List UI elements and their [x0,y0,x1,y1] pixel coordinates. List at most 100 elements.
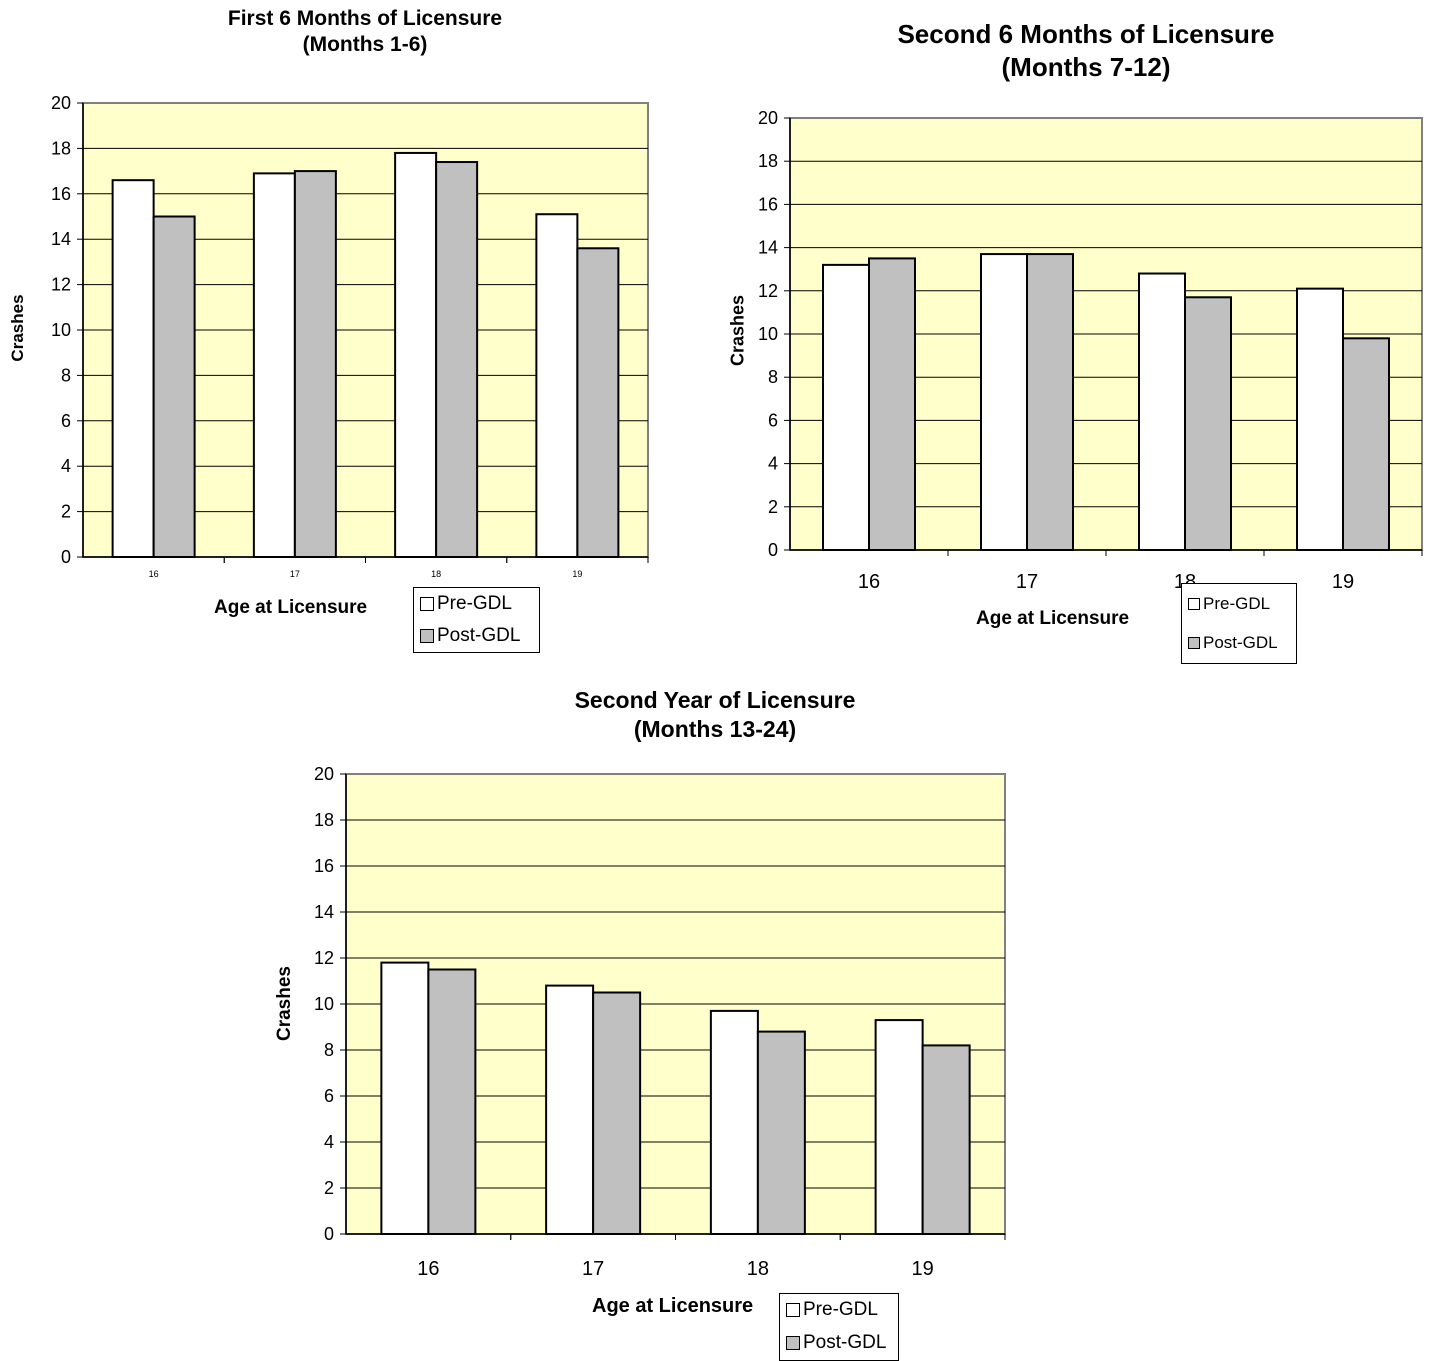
bar-post-gdl [427,968,477,1235]
bar-post-gdl [868,257,916,551]
x-tick-label: 18 [431,569,441,579]
x-axis-label: Age at Licensure [214,597,368,618]
bar-pre-gdl [1138,272,1186,551]
y-tick-label: 4 [61,456,71,476]
legend-item-pre-gdl: Pre-GDL [420,593,512,615]
chart-subtitle: (Months 13-24) [633,715,797,742]
y-axis-label: Crashes [8,294,27,362]
bar-post-gdl [435,161,479,559]
legend-swatch-post-gdl [420,629,434,643]
legend-label-pre-gdl: Pre-GDL [803,1299,878,1320]
y-tick-label: 0 [768,540,778,560]
legend-swatch-pre-gdl [420,597,434,611]
x-tick-label: 17 [290,569,300,579]
x-tick-label: 18 [747,1258,769,1280]
y-tick-label: 14 [758,238,778,258]
bar-post-gdl [921,1044,971,1235]
y-tick-label: 6 [61,411,71,431]
bar-pre-gdl [1296,287,1344,551]
bar-pre-gdl [709,1009,759,1235]
x-tick-label: 19 [1332,571,1354,593]
chart-subtitle: (Months 7-12) [1001,51,1171,82]
legend-swatch-pre-gdl [1188,598,1200,610]
legend-item-post-gdl: Post-GDL [420,625,520,647]
chart-title: Second 6 Months of Licensure (Months 7-1… [740,18,1432,83]
y-axis-label: Crashes [274,966,295,1041]
x-tick-label: 16 [858,571,880,593]
legend-item-post-gdl: Post-GDL [1188,633,1278,653]
legend-item-pre-gdl: Pre-GDL [1188,594,1270,614]
bar-pre-gdl [535,213,579,558]
legend-label-pre-gdl: Pre-GDL [437,593,512,614]
bar-post-gdl [756,1030,806,1235]
bar-pre-gdl [380,961,430,1235]
y-tick-label: 6 [768,410,778,430]
bar-pre-gdl [545,984,595,1235]
y-tick-label: 8 [324,1040,334,1060]
y-tick-label: 14 [51,229,71,249]
y-tick-label: 10 [758,324,778,344]
chart-title: Second Year of Licensure (Months 13-24) [520,686,910,744]
y-tick-label: 20 [51,93,71,113]
bar-post-gdl [592,991,642,1235]
bar-post-gdl [293,170,337,558]
legend-swatch-pre-gdl [786,1303,800,1317]
bar-pre-gdl [874,1019,924,1235]
bar-pre-gdl [980,253,1028,552]
legend-swatch-post-gdl [786,1336,800,1350]
legend-item-post-gdl: Post-GDL [786,1332,886,1354]
y-tick-label: 18 [51,138,71,158]
bar-pre-gdl [252,172,296,558]
bar-pre-gdl [111,179,155,558]
legend-label-post-gdl: Post-GDL [437,625,521,646]
y-tick-label: 12 [51,275,71,295]
chart-title-line: Second Year of Licensure [574,687,856,713]
legend-swatch-post-gdl [1188,637,1200,649]
chart-title-line: Second 6 Months of Licensure [897,19,1275,49]
y-tick-label: 2 [324,1178,334,1198]
bar-post-gdl [576,247,620,558]
y-tick-label: 10 [51,320,71,340]
y-tick-label: 4 [768,454,778,474]
legend-item-pre-gdl: Pre-GDL [786,1299,878,1321]
y-tick-label: 16 [758,194,778,214]
legend-label-post-gdl: Post-GDL [1203,633,1278,652]
chart-title: First 6 Months of Licensure (Months 1-6) [30,6,700,59]
y-tick-label: 8 [768,367,778,387]
bar-pre-gdl [822,263,870,551]
chart-title-line: First 6 Months of Licensure [227,7,503,30]
y-tick-label: 2 [61,502,71,522]
y-tick-label: 20 [314,764,334,784]
bar-post-gdl [1342,337,1390,551]
y-tick-label: 6 [324,1086,334,1106]
y-tick-label: 18 [758,151,778,171]
y-tick-label: 16 [314,856,334,876]
x-axis-label: Age at Licensure [592,1295,754,1317]
y-tick-label: 16 [51,184,71,204]
chart-subtitle: (Months 1-6) [302,33,428,57]
y-tick-label: 20 [758,108,778,128]
legend-label-post-gdl: Post-GDL [803,1332,887,1353]
x-tick-label: 19 [572,569,582,579]
x-tick-label: 16 [149,569,159,579]
y-tick-label: 18 [314,810,334,830]
legend: Pre-GDL Post-GDL [779,1293,899,1361]
y-tick-label: 4 [324,1132,334,1152]
legend: Pre-GDL Post-GDL [413,587,540,653]
x-tick-label: 17 [1016,571,1038,593]
bar-post-gdl [1026,253,1074,552]
chart-second-6-months: Second 6 Months of Licensure (Months 7-1… [700,0,1432,670]
legend-label-pre-gdl: Pre-GDL [1203,594,1271,613]
bar-pre-gdl [394,151,438,558]
y-tick-label: 0 [324,1224,334,1244]
y-tick-label: 14 [314,902,334,922]
y-tick-label: 8 [61,365,71,385]
x-axis-label: Age at Licensure [976,608,1130,629]
x-tick-label: 17 [582,1258,604,1280]
legend: Pre-GDL Post-GDL [1181,583,1297,664]
x-tick-label: 16 [417,1258,439,1280]
bar-post-gdl [1184,296,1232,551]
